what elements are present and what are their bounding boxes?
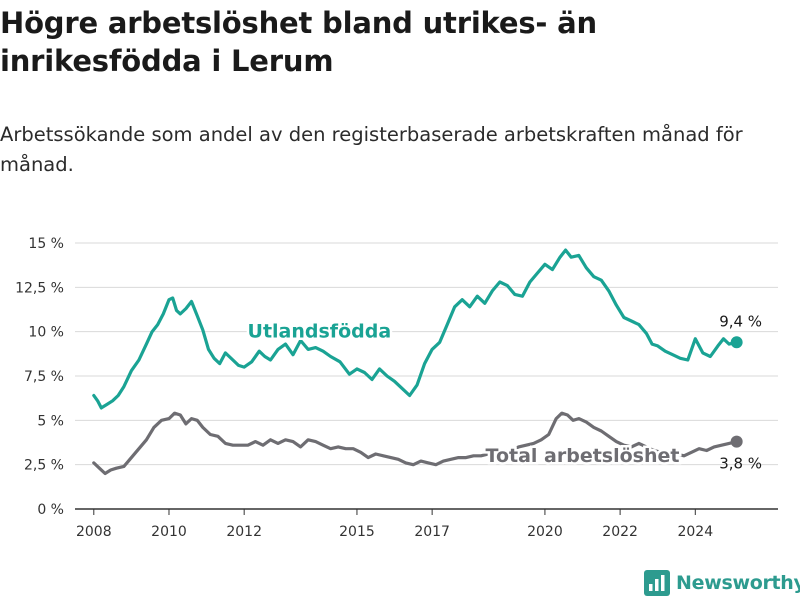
brand-logo[interactable]: Newsworthy bbox=[644, 568, 800, 598]
series-label-total: Total arbetslöshet bbox=[486, 445, 680, 467]
x-tick-label: 2012 bbox=[226, 524, 262, 540]
y-tick-label: 5 % bbox=[37, 413, 64, 429]
x-tick-label: 2022 bbox=[602, 524, 638, 540]
newsworthy-logo-icon bbox=[644, 570, 670, 596]
series-line-utlandsfodda bbox=[92, 248, 739, 410]
y-tick-label: 0 % bbox=[37, 502, 64, 518]
x-tick-label: 2010 bbox=[151, 524, 187, 540]
x-tick-label: 2008 bbox=[76, 524, 112, 540]
end-value-label-utlandsfodda: 9,4 % bbox=[719, 312, 762, 330]
y-tick-label: 12,5 % bbox=[15, 280, 64, 296]
brand-name: Newsworthy bbox=[676, 572, 800, 594]
x-tick-label: 2015 bbox=[339, 524, 375, 540]
end-value-label-total: 3,8 % bbox=[719, 455, 762, 473]
y-tick-label: 7,5 % bbox=[24, 369, 64, 385]
y-tick-label: 2,5 % bbox=[24, 458, 64, 474]
chart-subtitle: Arbetssökande som andel av den registerb… bbox=[0, 123, 743, 176]
series-line-total bbox=[92, 411, 739, 476]
series-label-utlandsfodda: Utlandsfödda bbox=[248, 321, 392, 343]
chart-title: Högre arbetslöshet bland utrikes- än inr… bbox=[0, 6, 597, 78]
x-tick-label: 2017 bbox=[414, 524, 450, 540]
end-point-marker-utlandsfodda bbox=[730, 336, 743, 349]
y-tick-label: 15 % bbox=[28, 236, 64, 252]
end-point-marker-total bbox=[730, 435, 743, 448]
x-tick-label: 2020 bbox=[527, 524, 563, 540]
x-tick-label: 2024 bbox=[677, 524, 713, 540]
y-tick-label: 10 % bbox=[28, 325, 64, 341]
